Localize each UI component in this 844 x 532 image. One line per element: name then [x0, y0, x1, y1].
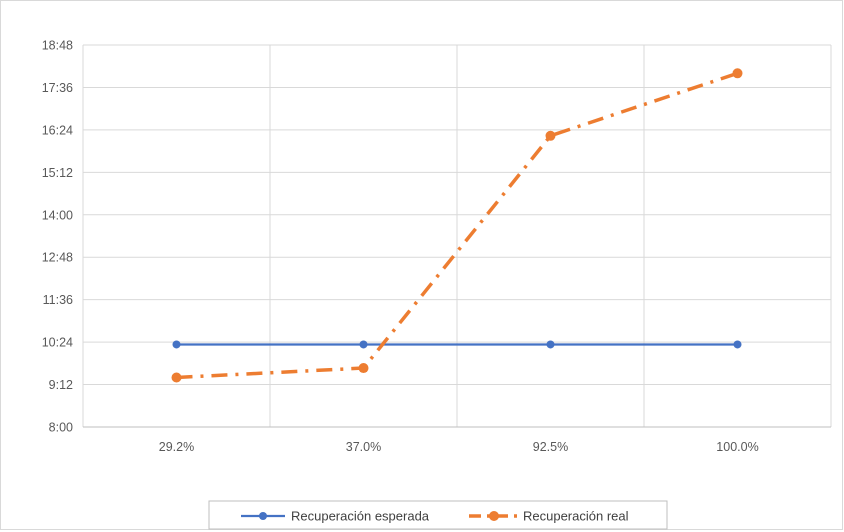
legend-box — [208, 500, 668, 530]
x-tick-label: 100.0% — [716, 440, 758, 454]
series-lines — [171, 68, 743, 383]
data-point-esperada — [359, 340, 368, 349]
data-point-real — [171, 372, 182, 383]
axes: 8:00 9:12 10:24 11:36 12:48 14:00 15:12 16:24 17… — [42, 39, 831, 454]
legend-swatch-marker-real — [489, 511, 499, 521]
legend: Recuperación esperada Recuperación real — [208, 500, 668, 530]
data-point-real — [545, 130, 556, 141]
data-point-esperada — [546, 340, 555, 349]
y-tick-label: 14:00 — [42, 208, 73, 222]
y-tick-label: 8:00 — [49, 421, 73, 435]
legend-swatch-marker-esperada — [259, 512, 267, 520]
y-tick-label: 17:36 — [42, 81, 73, 95]
series-line-real — [176, 71, 739, 380]
legend-label-esperada: Recuperación esperada — [291, 509, 430, 524]
y-tick-label: 10:24 — [42, 336, 73, 350]
gridlines — [82, 44, 832, 427]
x-tick-label: 37.0% — [346, 440, 381, 454]
x-tick-label: 92.5% — [533, 440, 568, 454]
data-point-real — [732, 68, 743, 79]
y-tick-label: 18:48 — [42, 39, 73, 53]
data-point-esperada — [172, 340, 181, 349]
legend-label-real: Recuperación real — [523, 509, 629, 524]
x-tick-label: 29.2% — [159, 440, 194, 454]
y-tick-label: 12:48 — [42, 251, 73, 265]
y-tick-label: 11:36 — [43, 293, 73, 307]
y-tick-label: 15:12 — [42, 166, 73, 180]
y-tick-label: 16:24 — [42, 123, 73, 137]
data-point-real — [358, 363, 369, 374]
y-tick-label: 9:12 — [49, 378, 73, 392]
data-point-esperada — [733, 340, 742, 349]
